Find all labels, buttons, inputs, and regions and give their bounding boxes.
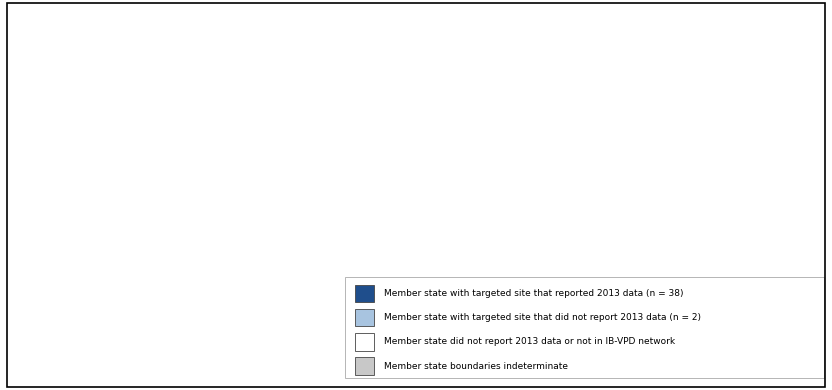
Text: Member state boundaries indeterminate: Member state boundaries indeterminate: [384, 362, 567, 370]
Text: Member state with targeted site that did not report 2013 data (n = 2): Member state with targeted site that did…: [384, 313, 701, 322]
Text: Member state with targeted site that reported 2013 data (n = 38): Member state with targeted site that rep…: [384, 289, 683, 298]
Text: Member state did not report 2013 data or not in IB-VPD network: Member state did not report 2013 data or…: [384, 337, 675, 346]
